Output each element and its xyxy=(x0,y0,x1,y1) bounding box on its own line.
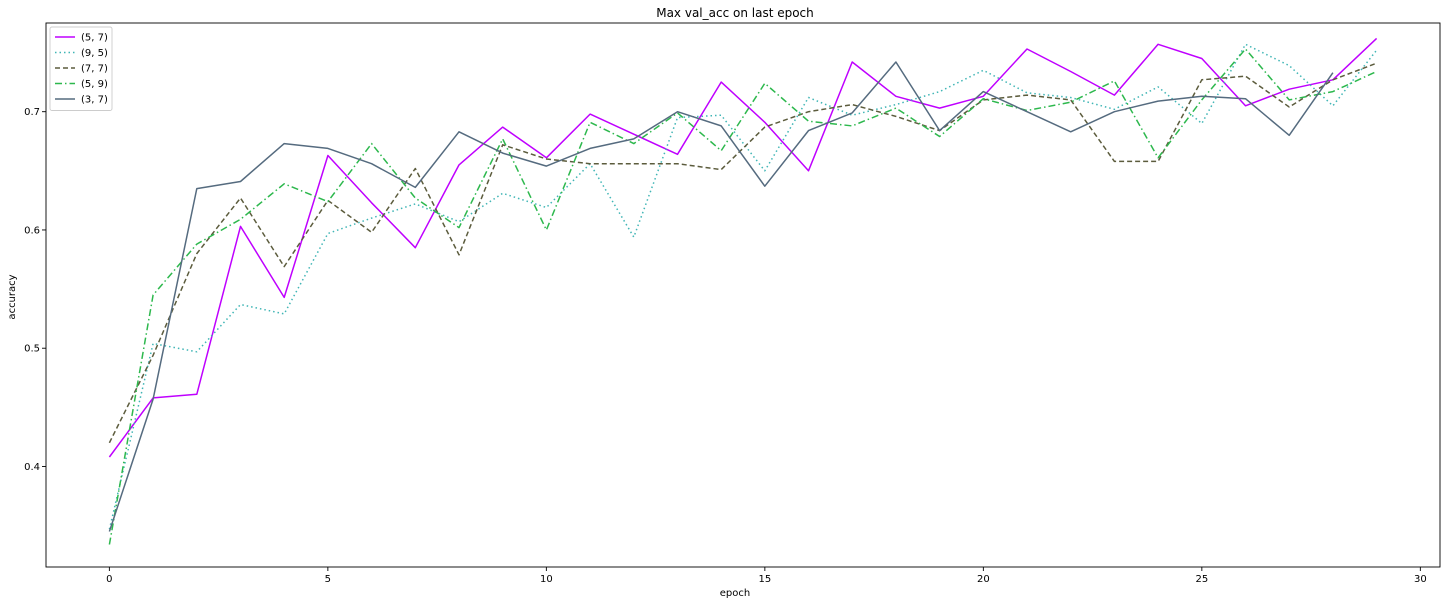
x-axis-label: epoch xyxy=(720,588,750,599)
series-line-0 xyxy=(108,37,1378,458)
legend-label-2: (7, 7) xyxy=(81,64,108,75)
legend-box xyxy=(49,26,113,111)
y-tick-label: 0.4 xyxy=(24,462,40,473)
chart-title: Max val_acc on last epoch xyxy=(656,6,814,20)
legend-label-3: (5, 9) xyxy=(81,79,108,90)
y-tick-label: 0.6 xyxy=(24,225,40,236)
x-tick-label: 5 xyxy=(325,574,331,585)
x-tick-label: 0 xyxy=(106,574,112,585)
series-line-2 xyxy=(108,62,1377,444)
series-line-3 xyxy=(108,48,1377,545)
series-line-4 xyxy=(108,61,1334,532)
y-tick-label: 0.7 xyxy=(24,107,40,118)
legend-label-0: (5, 7) xyxy=(81,33,108,44)
x-tick-label: 20 xyxy=(977,574,990,585)
y-axis-label: accuracy xyxy=(7,274,18,319)
legend-label-1: (9, 5) xyxy=(81,48,108,59)
x-tick-label: 25 xyxy=(1195,574,1208,585)
y-tick-label: 0.5 xyxy=(24,344,40,355)
x-tick-label: 10 xyxy=(540,574,553,585)
x-tick-label: 30 xyxy=(1414,574,1427,585)
plot-frame xyxy=(45,22,1441,568)
series-line-1 xyxy=(108,43,1378,530)
x-tick-label: 15 xyxy=(758,574,771,585)
legend-label-4: (3, 7) xyxy=(81,95,108,106)
